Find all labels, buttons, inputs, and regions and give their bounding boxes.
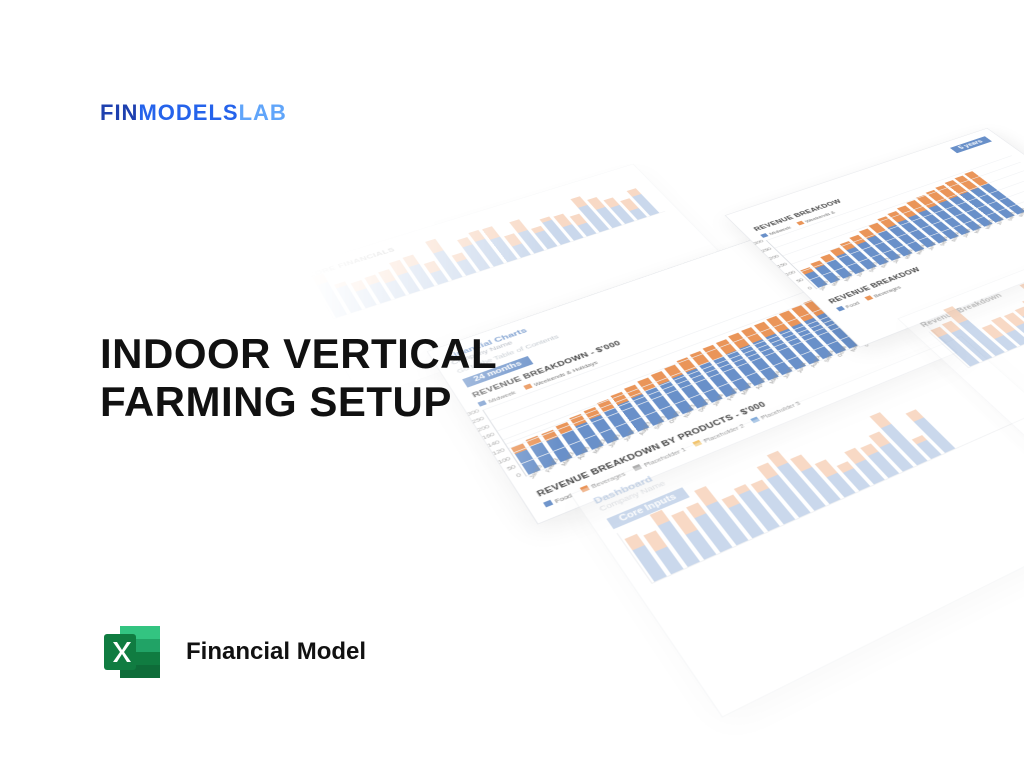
panel-subtitle: Company Name bbox=[597, 355, 971, 513]
brand-logo: FINMODELSLAB bbox=[100, 100, 287, 126]
legend-dot bbox=[796, 221, 804, 226]
ribbon: Core Inputs bbox=[606, 487, 689, 529]
chart3-title: REVENUE BREAKDOWN BY PRODUCTS - $'000 bbox=[536, 337, 929, 499]
faint-bars bbox=[929, 248, 1024, 368]
chart3-legend: FoodBeveragesPlaceholder 1Placeholder 2P… bbox=[543, 346, 937, 509]
footer-row: Financial Model bbox=[100, 620, 366, 684]
brand-part: FIN bbox=[100, 100, 138, 125]
y-axis-labels: 300250200150100500 bbox=[748, 240, 814, 295]
excel-icon bbox=[100, 620, 164, 684]
mock-sheet-5y: 5 years REVENUE BREAKDOW Midweek Weekend… bbox=[725, 128, 1024, 348]
mock-sheet-24m: Financial Charts Company Name Go to the … bbox=[427, 219, 958, 524]
panel-note: Go to the Table of Contents bbox=[455, 241, 823, 374]
chart2-bars: 300250200150100500 bbox=[766, 155, 1024, 289]
main-title: INDOOR VERTICALFARMING SETUP bbox=[100, 330, 497, 427]
promo-card: CORE FINANCIALS Financial Charts Company… bbox=[0, 0, 1024, 768]
legend-dot bbox=[523, 384, 532, 390]
panel-title: Dashboard bbox=[592, 349, 965, 507]
chart1-title: REVENUE BREAKDOWN - $'000 bbox=[471, 260, 844, 399]
chart-title: Revenue Breakdown bbox=[919, 241, 1024, 329]
chart1-bars: 300250200160140120100500 bbox=[482, 273, 910, 476]
chart4-legend: FoodBeverages bbox=[836, 212, 1024, 312]
mock-sheet-faint-bottom-right: Revenue Breakdown bbox=[897, 229, 1024, 463]
faint-bars bbox=[312, 180, 666, 319]
panel-title: Financial Charts bbox=[446, 229, 812, 360]
x-axis-labels: Jan-23Feb-23Mar-23Apr-23May-23Jun-23Jul-… bbox=[527, 327, 915, 482]
legend-dot bbox=[760, 233, 768, 238]
legend-label: Weekends & bbox=[804, 211, 836, 224]
chart2-title: REVENUE BREAKDOW bbox=[753, 145, 1002, 233]
grid-lines bbox=[483, 273, 910, 475]
chart2-legend: Midweek Weekends & bbox=[760, 151, 1009, 239]
brand-part: MODELS bbox=[138, 100, 238, 125]
chart1-legend: Midweek Weekends & Holidays bbox=[477, 268, 851, 408]
ribbon-5y: 5 years bbox=[950, 136, 992, 153]
grid-lines bbox=[767, 155, 1024, 288]
footer-label: Financial Model bbox=[186, 638, 366, 666]
chart4-title: REVENUE BREAKDOW bbox=[828, 205, 1024, 305]
panel-subtitle: Company Name bbox=[450, 234, 816, 365]
legend-label: Midweek bbox=[769, 226, 793, 236]
brand-part: LAB bbox=[239, 100, 287, 125]
faint-bars bbox=[616, 376, 1024, 584]
chart-title: CORE FINANCIALS bbox=[307, 174, 633, 279]
legend-label: Weekends & Holidays bbox=[533, 361, 599, 388]
x-axis-labels: Jan-23Mar-23May-23Jul-23Sep-23Nov-23Jan-… bbox=[818, 198, 1024, 294]
mock-sheet-faint-bottom-left: Dashboard Company Name Core Inputs bbox=[570, 336, 1024, 718]
